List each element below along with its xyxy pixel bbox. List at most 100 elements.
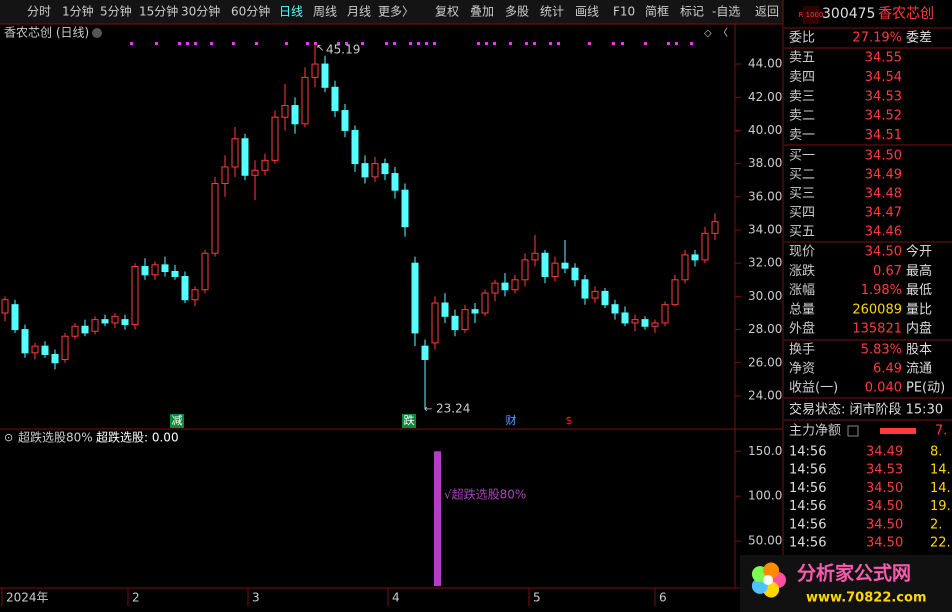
stat-label: 换手 — [789, 343, 815, 358]
candle-body — [681, 254, 689, 281]
candle-body — [251, 169, 259, 176]
low-arrow: ← — [424, 404, 432, 415]
toolbar-button[interactable]: 分时 — [27, 5, 51, 19]
candle-body — [621, 312, 629, 324]
trade-time: 14:56 — [789, 517, 826, 532]
candle-body — [121, 319, 129, 326]
candle-body — [641, 319, 649, 327]
toolbar-button[interactable]: 15分钟 — [139, 4, 178, 19]
stat-label: 涨幅 — [789, 283, 815, 298]
y-tick-label: 34.00 — [748, 223, 782, 237]
toolbar-button[interactable]: -自选 — [712, 5, 740, 19]
candle-body — [441, 302, 449, 317]
signal-dot — [385, 42, 388, 45]
trade-status: 交易状态: 闭市阶段 15:30 — [789, 402, 943, 418]
y-tick-label: 24.00 — [748, 388, 782, 402]
signal-dot — [178, 42, 181, 45]
toolbar-button[interactable]: F10 — [613, 5, 635, 19]
signal-dot — [255, 42, 258, 45]
candle-body — [541, 252, 549, 277]
candle-body — [111, 315, 119, 324]
stat-value: 0.67 — [873, 264, 902, 279]
badge — [803, 6, 819, 24]
stat-value: 1.98% — [861, 283, 902, 298]
candle-body — [61, 335, 69, 360]
candle-body — [311, 63, 319, 78]
candle-body — [571, 267, 579, 281]
toolbar-button[interactable]: 复权 — [435, 5, 459, 19]
low-label: 23.24 — [436, 402, 470, 416]
candle-body — [341, 110, 349, 131]
bid-label: 买一 — [789, 149, 815, 164]
candle-body — [561, 262, 569, 269]
y-tick-label: 150.0 — [748, 444, 782, 458]
signal-dot — [533, 42, 536, 45]
y-tick-label: 36.00 — [748, 189, 782, 203]
logo-center — [763, 575, 773, 585]
signal-dot — [314, 42, 317, 45]
x-tick-label: 5 — [533, 591, 541, 605]
trade-price: 34.50 — [866, 499, 903, 514]
ask-value: 34.51 — [865, 128, 902, 143]
y-tick-label: 44.00 — [748, 57, 782, 71]
trade-volume: 14. — [930, 481, 951, 496]
y-tick-label: 26.00 — [748, 355, 782, 369]
watermark-url: www.70822.com — [806, 591, 927, 606]
trade-price: 34.49 — [866, 445, 903, 460]
logo-petal — [763, 562, 780, 579]
candle-body — [551, 262, 559, 277]
candle-body — [151, 264, 159, 276]
signal-dot — [493, 42, 496, 45]
stat-value: 260089 — [852, 302, 902, 317]
signal-dot — [644, 42, 647, 45]
indicator-value: 超跌选股: 0.00 — [96, 430, 179, 445]
signal-dot — [130, 42, 133, 45]
bid-value: 34.50 — [865, 149, 902, 164]
toolbar-button[interactable]: 返回 — [755, 5, 779, 19]
event-label: $ — [566, 414, 573, 427]
toolbar-button[interactable]: 统计 — [540, 5, 564, 19]
toolbar-button[interactable]: 画线 — [575, 5, 599, 19]
stat-label: 现价 — [789, 245, 815, 260]
toolbar-button[interactable]: 60分钟 — [231, 4, 270, 19]
bid-value: 34.46 — [865, 225, 902, 240]
toolbar-button[interactable]: 1分钟 — [62, 4, 94, 19]
toolbar-button[interactable]: 简框 — [645, 5, 669, 19]
y-tick-label: 100.0 — [748, 489, 782, 503]
trade-volume: 22. — [930, 536, 951, 551]
x-tick-label: 4 — [392, 591, 400, 605]
signal-dot — [485, 42, 488, 45]
candle-body — [391, 173, 399, 191]
trade-time: 14:56 — [789, 536, 826, 551]
toolbar-button[interactable]: 5分钟 — [100, 4, 132, 19]
toolbar-button[interactable]: 周线 — [313, 5, 337, 19]
stat-value: 135821 — [852, 322, 902, 337]
candle-body — [221, 166, 229, 185]
toolbar-button[interactable]: 月线 — [347, 5, 371, 19]
bid-label: 买三 — [789, 187, 815, 202]
toolbar-button[interactable]: 标记 — [680, 5, 704, 19]
high-arrow: ↖ — [316, 43, 324, 54]
dropdown[interactable] — [92, 28, 102, 38]
candle-body — [611, 304, 619, 314]
toolbar-button[interactable]: 多股 — [505, 5, 529, 19]
stat-field: 今开 — [906, 244, 932, 260]
candle-body — [31, 345, 39, 354]
stat-field: 最低 — [906, 283, 932, 298]
toolbar-button[interactable]: 日线 — [279, 5, 303, 19]
icon: 〈 — [718, 27, 728, 39]
stat-field: 最高 — [906, 263, 932, 279]
stat-label: 净资 — [789, 362, 815, 377]
candle-body — [51, 353, 59, 364]
stat-field: PE(动) — [906, 381, 945, 396]
ask-value: 34.54 — [865, 70, 902, 85]
toolbar-button[interactable]: 叠加 — [470, 5, 494, 19]
candle-body — [491, 282, 499, 294]
flow-value: 7. — [935, 424, 947, 439]
toolbar-button[interactable]: 更多〉 — [378, 5, 414, 19]
candle-body — [581, 279, 589, 299]
candle-body — [241, 138, 249, 176]
toolbar-button[interactable]: 30分钟 — [181, 4, 220, 19]
candle-body — [281, 105, 289, 118]
